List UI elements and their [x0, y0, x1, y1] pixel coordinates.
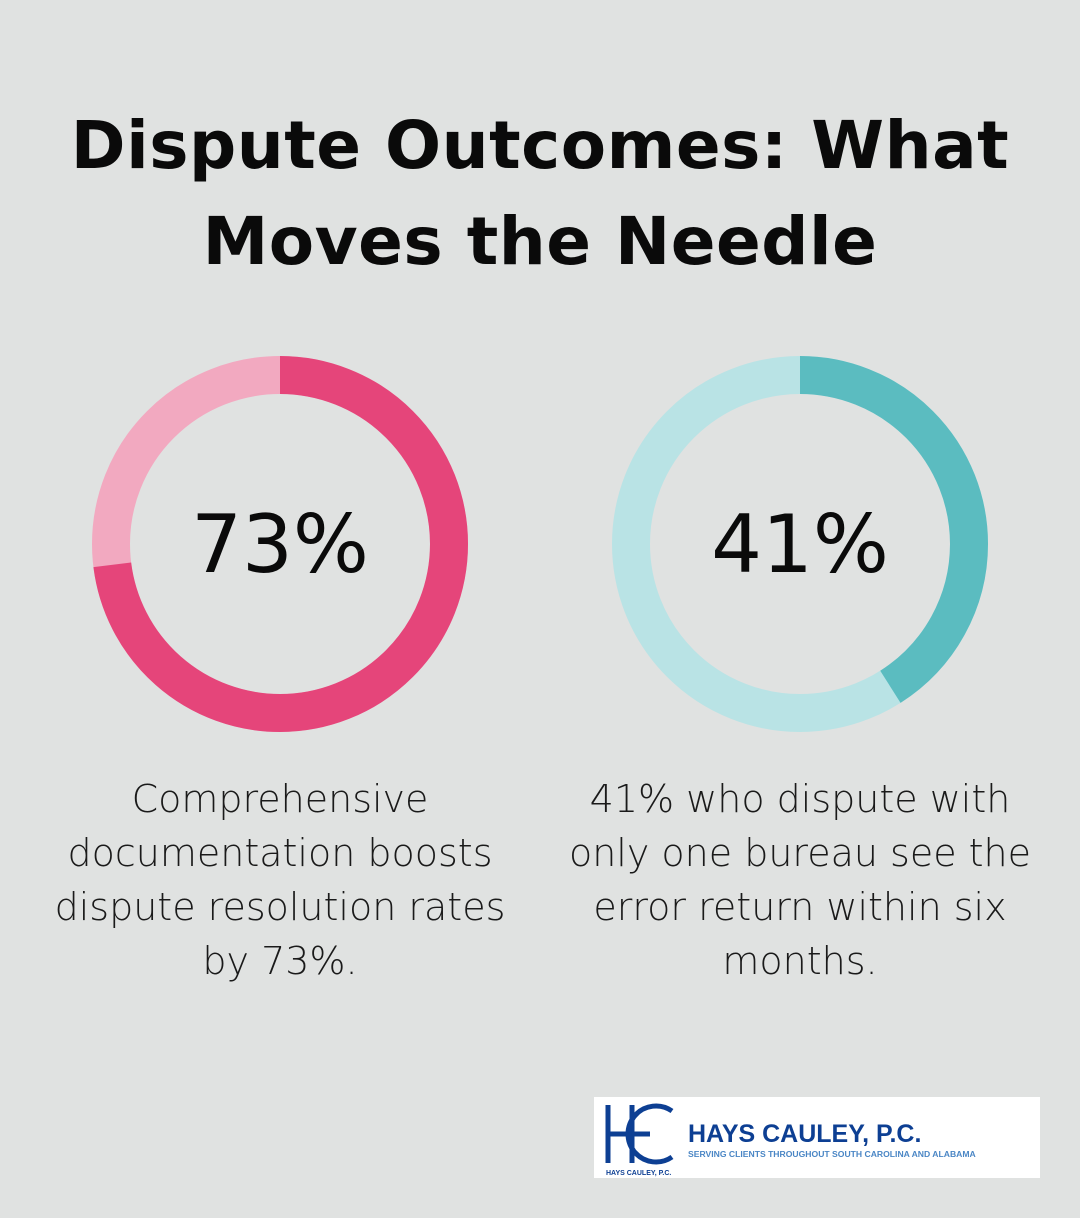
donut-chart-1: 73% — [90, 354, 470, 734]
logo-small-text: HAYS CAULEY, P.C. — [606, 1170, 671, 1177]
hc-monogram: HAYS CAULEY, P.C. HAYS CAULEY, P.C. SERV… — [605, 1103, 976, 1177]
caption-2: 41% who dispute with only one bureau see… — [568, 777, 1032, 983]
donut-svg-1 — [92, 356, 468, 732]
caption-1: Comprehensive documentation boosts dispu… — [54, 777, 506, 983]
donut-label-1: 73% — [191, 497, 369, 591]
logo-name: HAYS CAULEY, P.C. — [688, 1120, 921, 1148]
donut-fill-2 — [612, 356, 988, 732]
logo-tagline: SERVING CLIENTS THROUGHOUT SOUTH CAROLIN… — [688, 1149, 976, 1159]
donut-label-2: 41% — [711, 497, 889, 591]
donut-svg-2 — [612, 356, 988, 732]
hays-cauley-logo: HAYS CAULEY, P.C. HAYS CAULEY, P.C. SERV… — [594, 1097, 1040, 1178]
donut-fill-1 — [92, 356, 468, 732]
donut-chart-2: 41% — [610, 354, 990, 734]
page-title: Dispute Outcomes: What Moves the Needle — [70, 107, 1010, 280]
